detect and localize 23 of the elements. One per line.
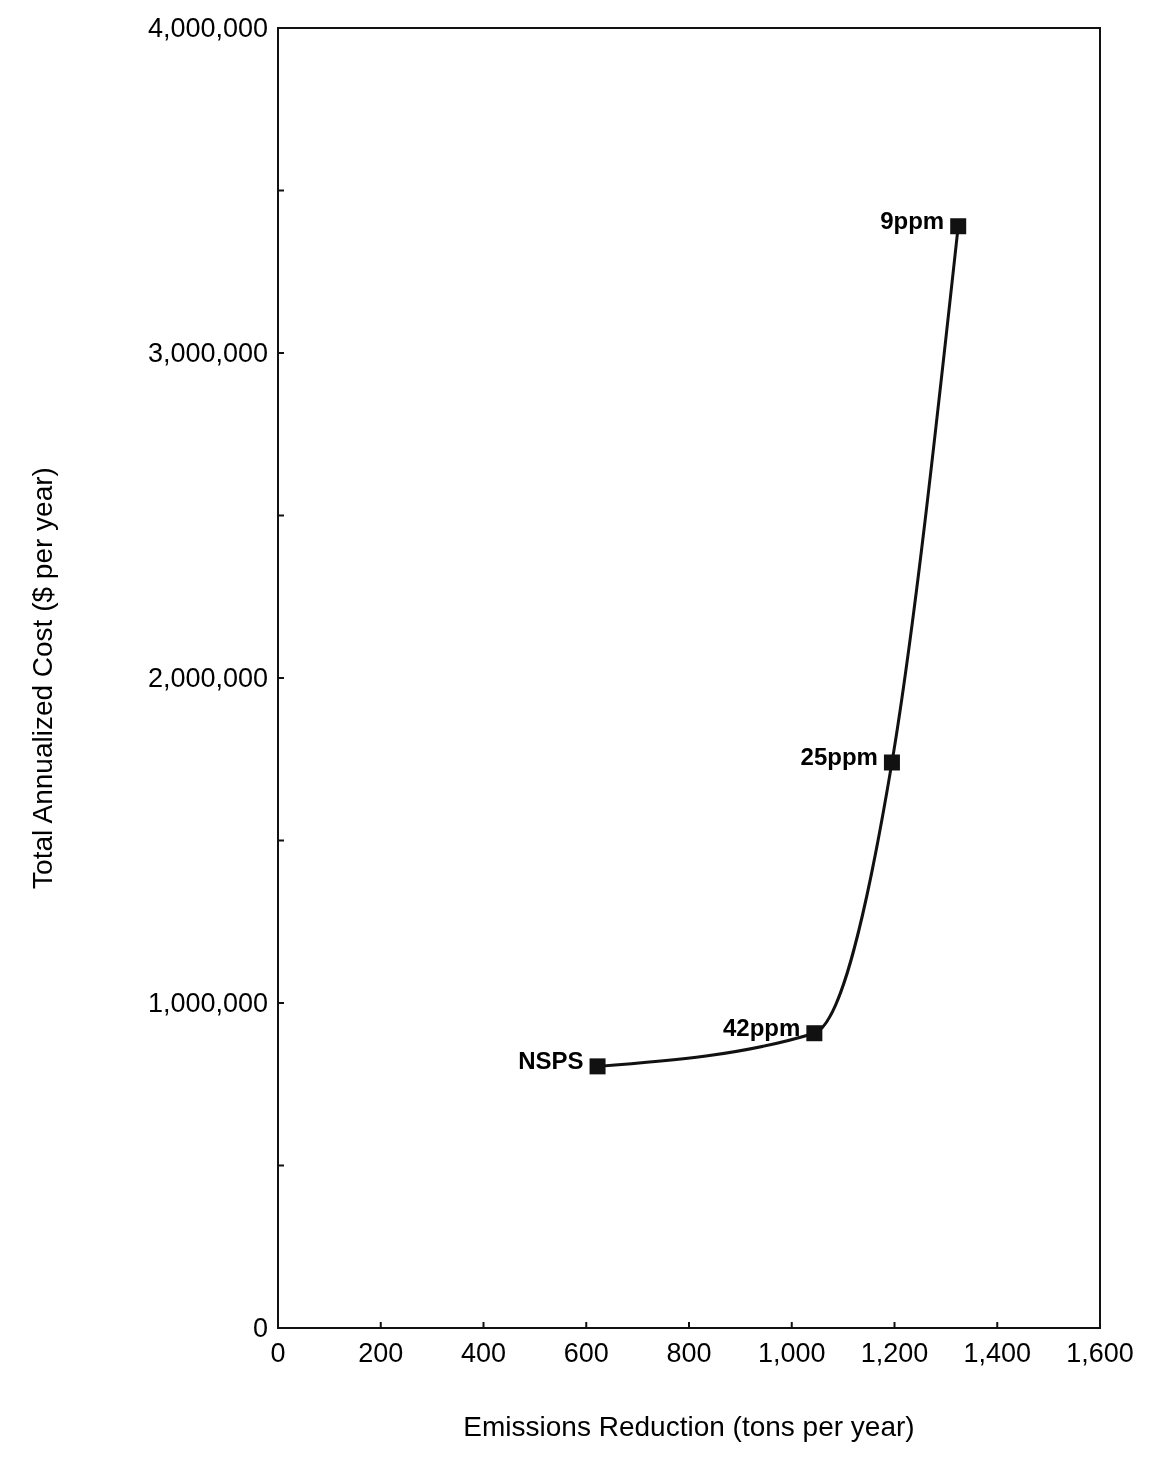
y-tick-label: 3,000,000 [147,338,268,369]
y-tick-label: 0 [252,1313,268,1344]
y-tick-label: 1,000,000 [147,988,268,1019]
x-tick-label: 800 [666,1338,712,1368]
x-axis-title: Emissions Reduction (tons per year) [463,1411,915,1442]
x-tick-label: 1,600 [1066,1338,1134,1368]
x-tick-label: 200 [358,1338,404,1368]
y-axis-title: Total Annualized Cost ($ per year) [27,467,58,889]
point [589,1058,606,1075]
point [950,218,967,235]
x-tick-label: 1,000 [757,1338,826,1368]
y-tick-label: 2,000,000 [147,663,268,694]
x-tick-label: 600 [563,1338,609,1368]
point [806,1025,823,1042]
x-tick-label: 400 [460,1338,507,1368]
annotation: NSPS [518,1046,584,1074]
x-tick-label: 1,400 [963,1338,1032,1368]
point [883,754,900,771]
annotation: 42ppm [723,1013,801,1041]
annotation: 9ppm [880,206,945,234]
annotation: 25ppm [800,742,878,770]
x-tick-label: 1,200 [860,1338,929,1368]
y-tick-label: 4,000,000 [147,13,268,44]
